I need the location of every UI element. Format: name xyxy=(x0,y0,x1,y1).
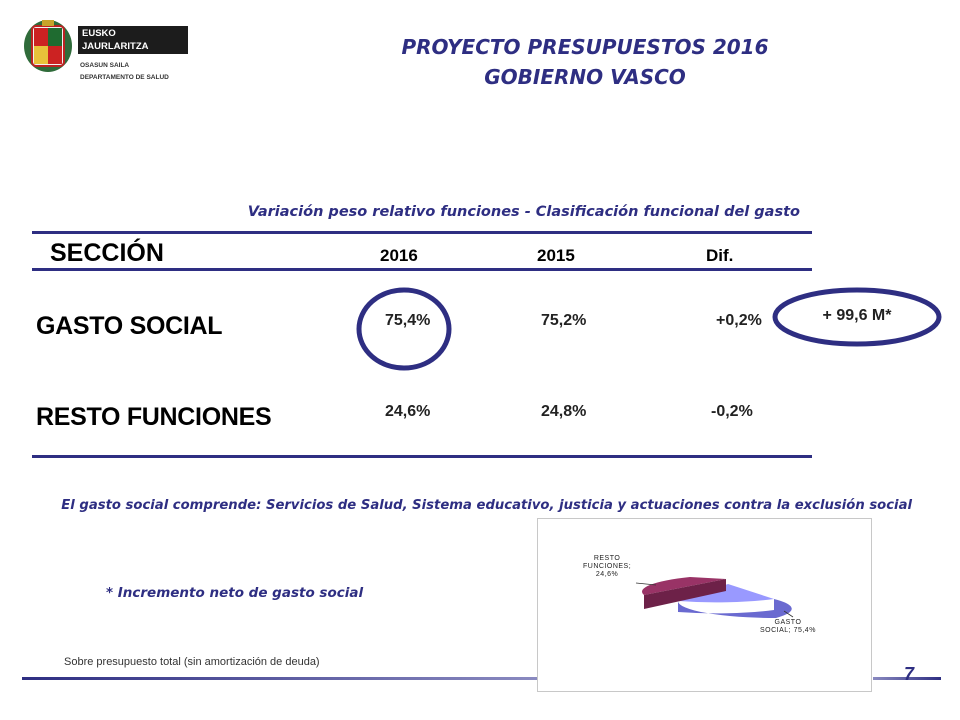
callout-increment: + 99,6 M* xyxy=(822,307,892,324)
page-title: PROYECTO PRESUPUESTOS 2016 GOBIERNO VASC… xyxy=(340,32,830,92)
pie-label-resto-line2: FUNCIONES; xyxy=(583,563,632,570)
row2-value-dif: -0,2% xyxy=(711,403,753,420)
row2-value-2016: 24,6% xyxy=(385,403,431,420)
pie-label-resto-line3: 24,6% xyxy=(595,571,619,578)
source-note: Sobre presupuesto total (sin amortizació… xyxy=(64,656,320,668)
row2-value-2015: 24,8% xyxy=(541,403,587,420)
footnote-increment: * Incremento neto de gasto social xyxy=(106,585,364,601)
page-number: 7 xyxy=(904,664,915,684)
pie-label-social-line2: SOCIAL; 75,4% xyxy=(760,627,816,634)
pie-slice-gasto-social-side xyxy=(678,599,792,618)
pie-label-social: GASTO SOCIAL; 75,4% xyxy=(760,619,816,635)
table-header-rule xyxy=(32,268,812,271)
row-label-gasto-social: GASTO SOCIAL xyxy=(36,312,223,340)
pie-leader-resto xyxy=(635,582,657,586)
pie-leader-social xyxy=(783,610,794,618)
row1-value-2015: 75,2% xyxy=(541,312,587,329)
highlight-oval-callout xyxy=(772,287,942,347)
logo-line1: EUSKO JAURLARITZA xyxy=(82,28,149,52)
table-top-rule xyxy=(32,231,812,234)
logo-line3: OSASUN SAILA xyxy=(80,62,130,69)
pie-slice-resto-funciones-side xyxy=(644,579,726,609)
column-header-2015: 2015 xyxy=(537,246,575,265)
column-header-2016: 2016 xyxy=(380,246,418,265)
coat-of-arms-icon xyxy=(24,20,72,72)
section-header: SECCIÓN xyxy=(50,239,164,267)
pie-slice-resto-funciones xyxy=(642,577,726,595)
row-label-resto-funciones: RESTO FUNCIONES xyxy=(36,403,272,431)
logo-banner: EUSKO JAURLARITZA GOBIERNO VASCO xyxy=(78,26,188,65)
logo: EUSKO JAURLARITZA GOBIERNO VASCO OSASUN … xyxy=(22,18,192,90)
pie-label-resto-line1: RESTO xyxy=(593,555,621,562)
table-caption: Variación peso relativo funciones - Clas… xyxy=(247,204,800,220)
title-line1: PROYECTO PRESUPUESTOS 2016 xyxy=(401,35,769,59)
footer-bar xyxy=(22,677,537,680)
footer-bar-right xyxy=(873,677,941,680)
pie-slice-gasto-social xyxy=(678,584,774,603)
logo-line2: GOBIERNO VASCO xyxy=(82,54,170,65)
pie-chart: RESTO FUNCIONES; 24,6% GASTO SOCIAL; 75,… xyxy=(537,518,872,692)
title-line2: GOBIERNO VASCO xyxy=(484,65,686,89)
gasto-social-definition: El gasto social comprende: Servicios de … xyxy=(61,498,912,513)
table-bottom-rule xyxy=(32,455,812,458)
logo-line4: DEPARTAMENTO DE SALUD xyxy=(80,74,169,81)
row1-value-2016: 75,4% xyxy=(385,312,431,329)
pie-chart-svg xyxy=(635,577,794,618)
column-header-dif: Dif. xyxy=(706,246,734,265)
highlight-circle-2016 xyxy=(356,287,452,371)
pie-label-social-line1: GASTO xyxy=(774,619,802,626)
pie-label-resto: RESTO FUNCIONES; 24,6% xyxy=(583,555,631,579)
row1-value-dif: +0,2% xyxy=(716,312,762,329)
